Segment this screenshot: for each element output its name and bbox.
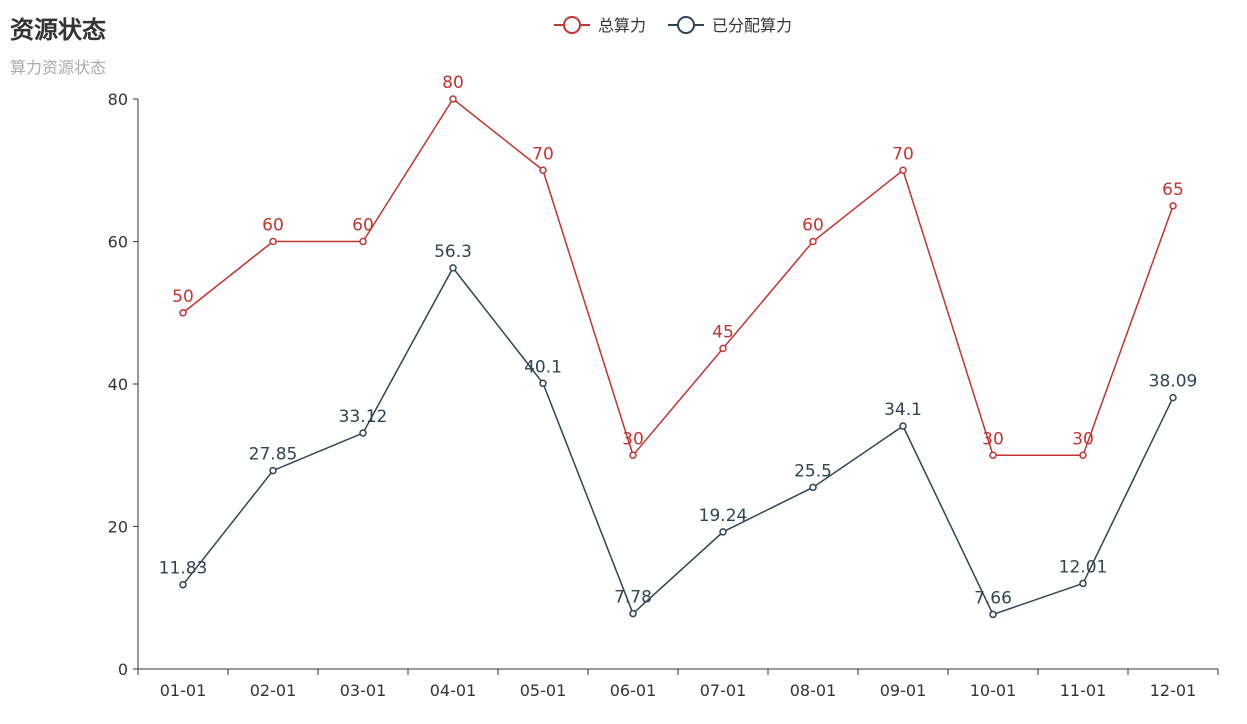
data-label-allocated: 19.24 [699,506,748,526]
x-tick-label: 10-01 [970,681,1017,700]
data-label-total: 65 [1162,180,1184,200]
x-axis: 01-01 02-01 03-01 04-01 05-01 06-01 07-01 08-01… [137,668,1219,700]
data-label-allocated: 25.5 [794,461,832,481]
data-label-total: 60 [802,216,824,236]
data-label-total: 50 [172,287,194,307]
data-labels: 50 60 60 80 70 30 45 60 70 30 30 65 11.83 27.85 33.12 5… [159,73,1198,608]
data-point-total[interactable] [899,166,907,174]
data-point-allocated[interactable] [719,528,727,536]
x-tick-label: 02-01 [250,681,297,700]
chart-title: 资源状态 [10,16,106,44]
data-point-allocated[interactable] [809,483,817,492]
data-point-total[interactable] [269,237,277,246]
data-point-total[interactable] [719,344,727,353]
x-tick-label: 07-01 [700,681,747,700]
data-label-allocated: 40.1 [524,357,562,377]
x-tick-label: 11-01 [1060,681,1107,700]
data-point-total[interactable] [989,451,997,459]
x-tick-label: 12-01 [1150,681,1197,700]
x-tick-label: 04-01 [430,681,477,700]
x-tick-label: 01-01 [160,681,207,700]
y-tick-label: 20 [108,518,128,537]
legend-label-total: 总算力 [598,16,646,35]
data-label-total: 60 [262,216,284,236]
data-point-total[interactable] [1169,202,1177,210]
data-point-allocated[interactable] [359,429,367,437]
y-tick-label: 40 [108,375,128,394]
data-point-total[interactable] [179,309,187,317]
data-label-allocated: 7.66 [974,588,1012,608]
data-point-total[interactable] [359,237,367,246]
data-point-total[interactable] [449,95,457,103]
data-label-total: 45 [712,322,734,342]
data-point-total[interactable] [539,166,547,174]
data-label-total: 30 [1072,429,1094,449]
y-tick-label: 80 [108,90,128,109]
data-point-allocated[interactable] [1169,393,1177,402]
data-label-total: 70 [892,144,914,164]
y-tick-label: 60 [108,233,128,252]
data-point-allocated[interactable] [629,609,637,618]
data-label-allocated: 27.85 [249,445,298,465]
data-label-allocated: 12.01 [1059,557,1108,577]
data-point-allocated[interactable] [269,466,277,475]
series-line-allocated [182,266,1174,616]
data-point-allocated[interactable] [899,422,907,430]
data-label-total: 60 [352,216,374,236]
chart-subtitle: 算力资源状态 [10,58,106,77]
legend: 总算力 已分配算力 [554,16,792,35]
legend-marker-total [563,16,581,34]
data-label-total: 30 [982,429,1004,449]
legend-item-allocated[interactable]: 已分配算力 [668,16,792,35]
data-point-total[interactable] [809,237,817,246]
x-tick-label: 08-01 [790,681,837,700]
x-tick-label: 09-01 [880,681,927,700]
series-layer [179,95,1177,619]
data-label-total: 70 [532,144,554,164]
data-point-allocated[interactable] [179,580,187,589]
data-label-allocated: 33.12 [339,407,388,427]
data-point-allocated[interactable] [989,610,997,619]
data-label-total: 30 [622,429,644,449]
series-line-total [182,97,1174,457]
data-label-allocated: 38.09 [1149,372,1198,392]
data-label-allocated: 56.3 [434,242,472,262]
data-label-total: 80 [442,73,464,93]
data-label-allocated: 7.78 [614,588,652,608]
x-tick-label: 03-01 [340,681,387,700]
y-axis: 0 20 40 60 80 [108,90,139,679]
data-label-allocated: 34.1 [884,400,922,420]
data-point-allocated[interactable] [539,379,547,388]
x-tick-label: 06-01 [610,681,657,700]
data-point-total[interactable] [1079,451,1087,459]
data-label-allocated: 11.83 [159,559,208,579]
x-tick-label: 05-01 [520,681,567,700]
legend-label-allocated: 已分配算力 [712,16,792,35]
data-point-allocated[interactable] [449,264,457,272]
legend-item-total[interactable]: 总算力 [554,16,646,35]
y-tick-label: 0 [118,660,128,679]
data-point-total[interactable] [629,451,637,459]
legend-marker-allocated [677,16,695,34]
data-point-allocated[interactable] [1079,579,1087,588]
